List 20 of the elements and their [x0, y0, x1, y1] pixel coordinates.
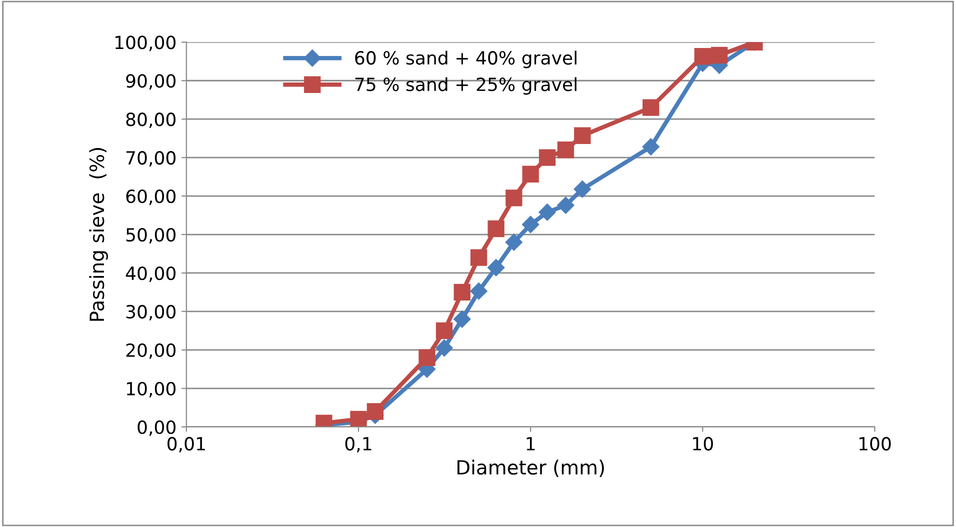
x-axis-title: Diameter (mm) — [457, 460, 604, 477]
x-tick-label: 0,1 — [345, 436, 372, 452]
y-tick-label: 60,00 — [126, 190, 176, 206]
x-tick-label: 10 — [693, 436, 713, 451]
y-tick-label: 40,00 — [126, 266, 176, 282]
y-tick-label: 50,00 — [126, 228, 176, 244]
x-tick-label: 0,01 — [168, 436, 205, 452]
legend-label: 60 % sand + 40% gravel — [355, 50, 576, 68]
y-tick-label: 20,00 — [126, 343, 176, 359]
y-tick-label: 90,00 — [126, 74, 176, 90]
y-tick-label: 0,00 — [138, 420, 176, 436]
x-tick-label: 1 — [526, 437, 535, 450]
y-tick-label: 100,00 — [116, 36, 176, 52]
y-tick-label: 80,00 — [126, 112, 176, 128]
y-tick-label: 30,00 — [126, 304, 176, 320]
y-tick-label: 10,00 — [126, 382, 176, 398]
y-tick-label: 70,00 — [126, 151, 176, 167]
legend-label: 75 % sand + 25% gravel — [355, 77, 576, 95]
y-axis-title: Passing sieve (%) — [89, 148, 108, 321]
x-tick-label: 100 — [859, 436, 891, 451]
